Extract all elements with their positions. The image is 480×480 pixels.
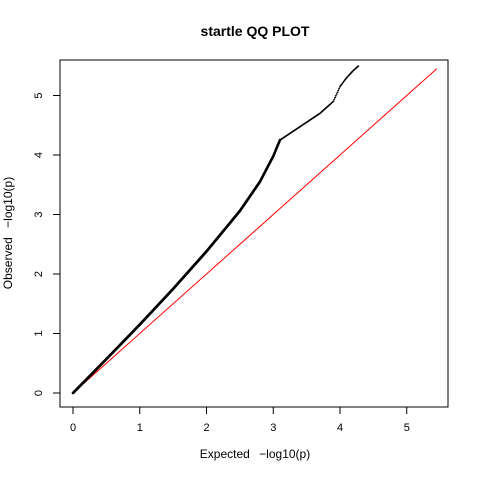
- x-axis: 0 1 2 3 4 5: [70, 406, 410, 434]
- y-axis-label-math: −log10(p): [1, 177, 15, 228]
- observed-point: [335, 93, 338, 95]
- observed-point: [334, 94, 337, 97]
- y-tick-label: 3: [33, 211, 45, 217]
- observed-points: [71, 65, 360, 395]
- plot-area-frame: [59, 59, 449, 408]
- y-tick-label: 0: [33, 390, 45, 396]
- observed-point: [336, 91, 339, 94]
- observed-point: [332, 100, 335, 103]
- x-tick-label: 2: [203, 422, 209, 434]
- observed-point: [337, 89, 340, 92]
- y-axis-label: Observed −log10(p): [1, 177, 15, 289]
- x-tick-label: 0: [70, 422, 76, 434]
- observed-point: [334, 96, 336, 99]
- observed-point: [338, 87, 340, 90]
- expected-reference-line: [72, 68, 438, 394]
- y-tick-label: 4: [33, 152, 45, 158]
- observed-point: [357, 65, 360, 68]
- y-tick-label: 5: [33, 92, 45, 98]
- x-tick-label: 3: [270, 422, 276, 434]
- y-tick-label: 1: [33, 330, 45, 336]
- y-tick-label: 2: [33, 271, 45, 277]
- x-axis-label-text: Expected: [200, 447, 250, 461]
- x-tick-label: 5: [404, 422, 410, 434]
- chart-title: startle QQ PLOT: [201, 23, 310, 39]
- y-axis: 0 1 2 3 4 5: [33, 92, 61, 396]
- x-axis-label: Expected −log10(p): [200, 447, 310, 461]
- x-tick-label: 1: [137, 422, 143, 434]
- x-tick-label: 4: [337, 422, 343, 434]
- y-axis-label-text: Observed: [1, 237, 15, 289]
- x-axis-label-math: −log10(p): [259, 447, 310, 461]
- observed-point: [333, 98, 336, 101]
